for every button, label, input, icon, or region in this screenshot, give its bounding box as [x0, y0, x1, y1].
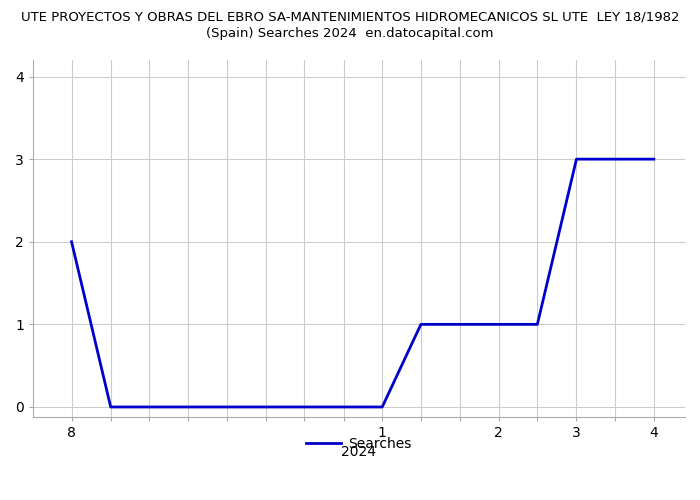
Searches — [67, 239, 76, 245]
Searches — [145, 404, 153, 410]
Searches — [611, 156, 620, 162]
Searches — [262, 404, 270, 410]
Searches — [378, 404, 386, 410]
Searches — [650, 156, 658, 162]
Searches — [184, 404, 192, 410]
Text: UTE PROYECTOS Y OBRAS DEL EBRO SA-MANTENIMIENTOS HIDROMECANICOS SL UTE  LEY 18/1: UTE PROYECTOS Y OBRAS DEL EBRO SA-MANTEN… — [21, 10, 679, 23]
Searches — [573, 156, 581, 162]
Line: Searches: Searches — [71, 159, 654, 407]
Searches — [223, 404, 231, 410]
Searches — [300, 404, 309, 410]
Searches — [340, 404, 348, 410]
Text: (Spain) Searches 2024  en.datocapital.com: (Spain) Searches 2024 en.datocapital.com — [206, 28, 494, 40]
Searches — [106, 404, 115, 410]
Searches — [456, 322, 464, 328]
Searches — [533, 322, 542, 328]
Legend: Searches: Searches — [301, 431, 417, 456]
Searches — [494, 322, 503, 328]
Searches — [416, 322, 425, 328]
X-axis label: 2024: 2024 — [342, 446, 377, 460]
